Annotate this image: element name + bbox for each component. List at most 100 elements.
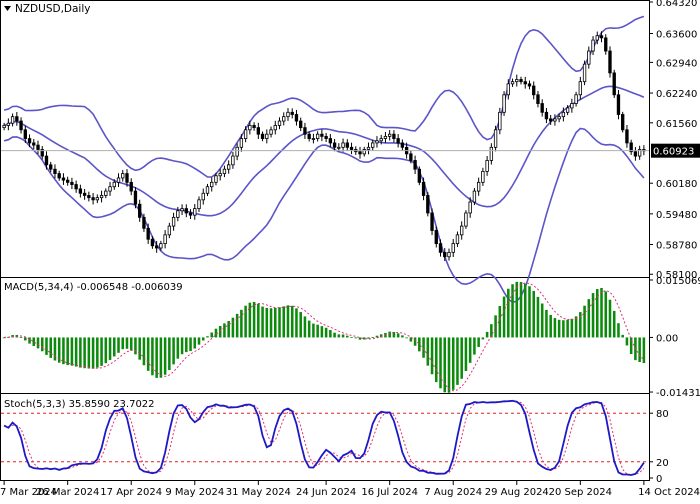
candle — [485, 156, 489, 176]
candle-body — [599, 35, 604, 39]
candle — [10, 113, 15, 127]
candle-body — [108, 186, 112, 192]
candle — [197, 196, 201, 212]
current-price-box — [651, 143, 700, 158]
candle — [434, 226, 438, 248]
macd-bar — [439, 337, 442, 389]
macd-bar — [401, 335, 404, 338]
macd-bar — [523, 283, 527, 338]
candle-body — [27, 138, 32, 144]
macd-bar — [392, 331, 396, 338]
candle-body — [260, 133, 265, 139]
candle-body — [142, 216, 146, 229]
candle-body — [587, 50, 591, 65]
candle — [294, 109, 299, 126]
price-pane — [0, 0, 650, 278]
candle-body — [226, 164, 231, 170]
candle-body — [91, 197, 95, 201]
candle-body — [104, 190, 108, 196]
macd-bar — [350, 336, 353, 338]
macd-bar — [299, 312, 302, 338]
candle — [341, 138, 345, 152]
candle — [154, 240, 159, 253]
candle-body — [540, 103, 544, 113]
band-lower — [3, 127, 645, 304]
candle — [599, 31, 604, 43]
candle — [290, 108, 294, 119]
candle — [362, 146, 366, 157]
macd-bar — [341, 334, 345, 338]
price-tick-label: 0.59480 — [656, 210, 697, 221]
candle — [337, 143, 341, 152]
macd-bar — [405, 337, 408, 339]
macd-bar — [70, 337, 74, 366]
candle — [315, 131, 320, 142]
candle-body — [197, 199, 201, 209]
candle — [99, 190, 104, 203]
candle-body — [44, 155, 49, 166]
candle-body — [345, 142, 349, 148]
candle-body — [489, 146, 494, 161]
candle — [40, 146, 44, 160]
macd-bar — [2, 337, 6, 339]
candle — [78, 184, 83, 198]
macd-bar — [553, 318, 557, 338]
macd-bar — [422, 337, 425, 358]
candle — [138, 199, 142, 222]
candle — [582, 60, 587, 86]
macd-bar — [477, 337, 480, 347]
candle-body — [362, 149, 366, 155]
candle-body — [604, 37, 608, 52]
candle — [214, 172, 218, 186]
candle — [489, 143, 494, 165]
macd-bar — [231, 317, 235, 338]
x-tick-label: 17 Apr 2024 — [100, 487, 162, 498]
candle-body — [133, 190, 138, 205]
macd-tick-label: 0.015069 — [656, 276, 700, 287]
macd-bar — [625, 337, 629, 346]
dropdown-triangle-icon[interactable] — [4, 6, 11, 11]
macd-bar — [443, 337, 447, 393]
macd-bar — [596, 289, 599, 338]
candle-body — [294, 114, 299, 122]
macd-bar — [481, 337, 485, 340]
candle-body — [468, 201, 472, 214]
candle-body — [303, 127, 307, 135]
candle-body — [210, 181, 214, 188]
candle — [510, 78, 515, 87]
candle — [409, 150, 413, 164]
macd-bar — [125, 337, 129, 349]
candle-body — [451, 243, 455, 253]
macd-bar — [540, 303, 544, 338]
macd-bar — [362, 337, 366, 340]
candle — [417, 166, 421, 186]
candle-body — [57, 173, 61, 179]
candle — [421, 177, 426, 201]
candle-body — [214, 175, 218, 183]
candle-body — [421, 181, 426, 196]
x-tick-label: 29 Aug 2024 — [485, 487, 549, 498]
macd-bar — [536, 296, 540, 338]
macd-bar — [172, 337, 175, 365]
candle — [574, 91, 578, 107]
candle-body — [612, 72, 616, 96]
macd-bar — [629, 337, 633, 355]
macd-bar — [507, 288, 510, 338]
macd-bar — [307, 320, 311, 338]
macd-bar — [146, 337, 150, 371]
candle-body — [544, 111, 549, 120]
macd-bar — [108, 337, 112, 360]
candle-body — [515, 79, 519, 83]
candle — [468, 197, 472, 218]
candle — [188, 209, 193, 220]
candle — [358, 146, 362, 159]
macd-bar — [354, 337, 358, 339]
candle-body — [252, 125, 256, 129]
macd-bar — [274, 307, 277, 338]
candle-body — [413, 160, 417, 170]
macd-bar — [168, 337, 171, 371]
candle — [476, 177, 481, 196]
candle — [36, 140, 40, 155]
candle — [332, 138, 337, 152]
price-tick-label: 0.61560 — [656, 119, 697, 130]
